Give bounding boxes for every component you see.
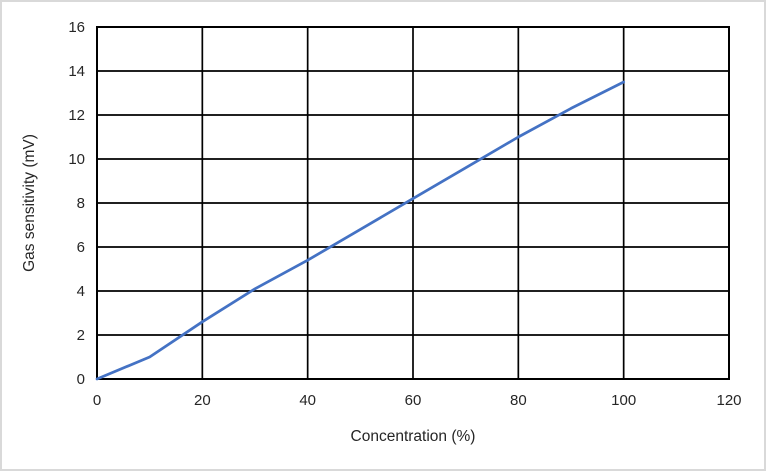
y-tick-label: 12 <box>68 107 85 124</box>
y-tick-label: 16 <box>68 19 85 36</box>
x-tick-label: 80 <box>510 392 527 409</box>
series-line <box>95 80 626 381</box>
y-tick-label: 4 <box>77 283 85 300</box>
gridlines <box>96 26 730 380</box>
plot-area-border <box>96 26 730 380</box>
x-tick-label: 0 <box>93 392 101 409</box>
y-tick-label: 8 <box>77 195 85 212</box>
y-tick-label: 2 <box>77 327 85 344</box>
y-tick-label: 0 <box>77 371 85 388</box>
data-series <box>95 80 626 381</box>
x-tick-label: 120 <box>716 392 741 409</box>
y-tick-label: 10 <box>68 151 85 168</box>
x-axis-title: Concentration (%) <box>351 428 476 445</box>
y-tick-label: 6 <box>77 239 85 256</box>
axis-tick-labels: 0 20 40 60 80 100 120 0 2 4 6 8 10 12 14 16 <box>68 19 741 409</box>
x-tick-label: 60 <box>405 392 422 409</box>
x-tick-label: 20 <box>194 392 211 409</box>
x-tick-label: 100 <box>611 392 636 409</box>
y-axis-title: Gas sensitivity (mV) <box>21 134 38 272</box>
x-tick-label: 40 <box>299 392 316 409</box>
y-tick-label: 14 <box>68 63 85 80</box>
